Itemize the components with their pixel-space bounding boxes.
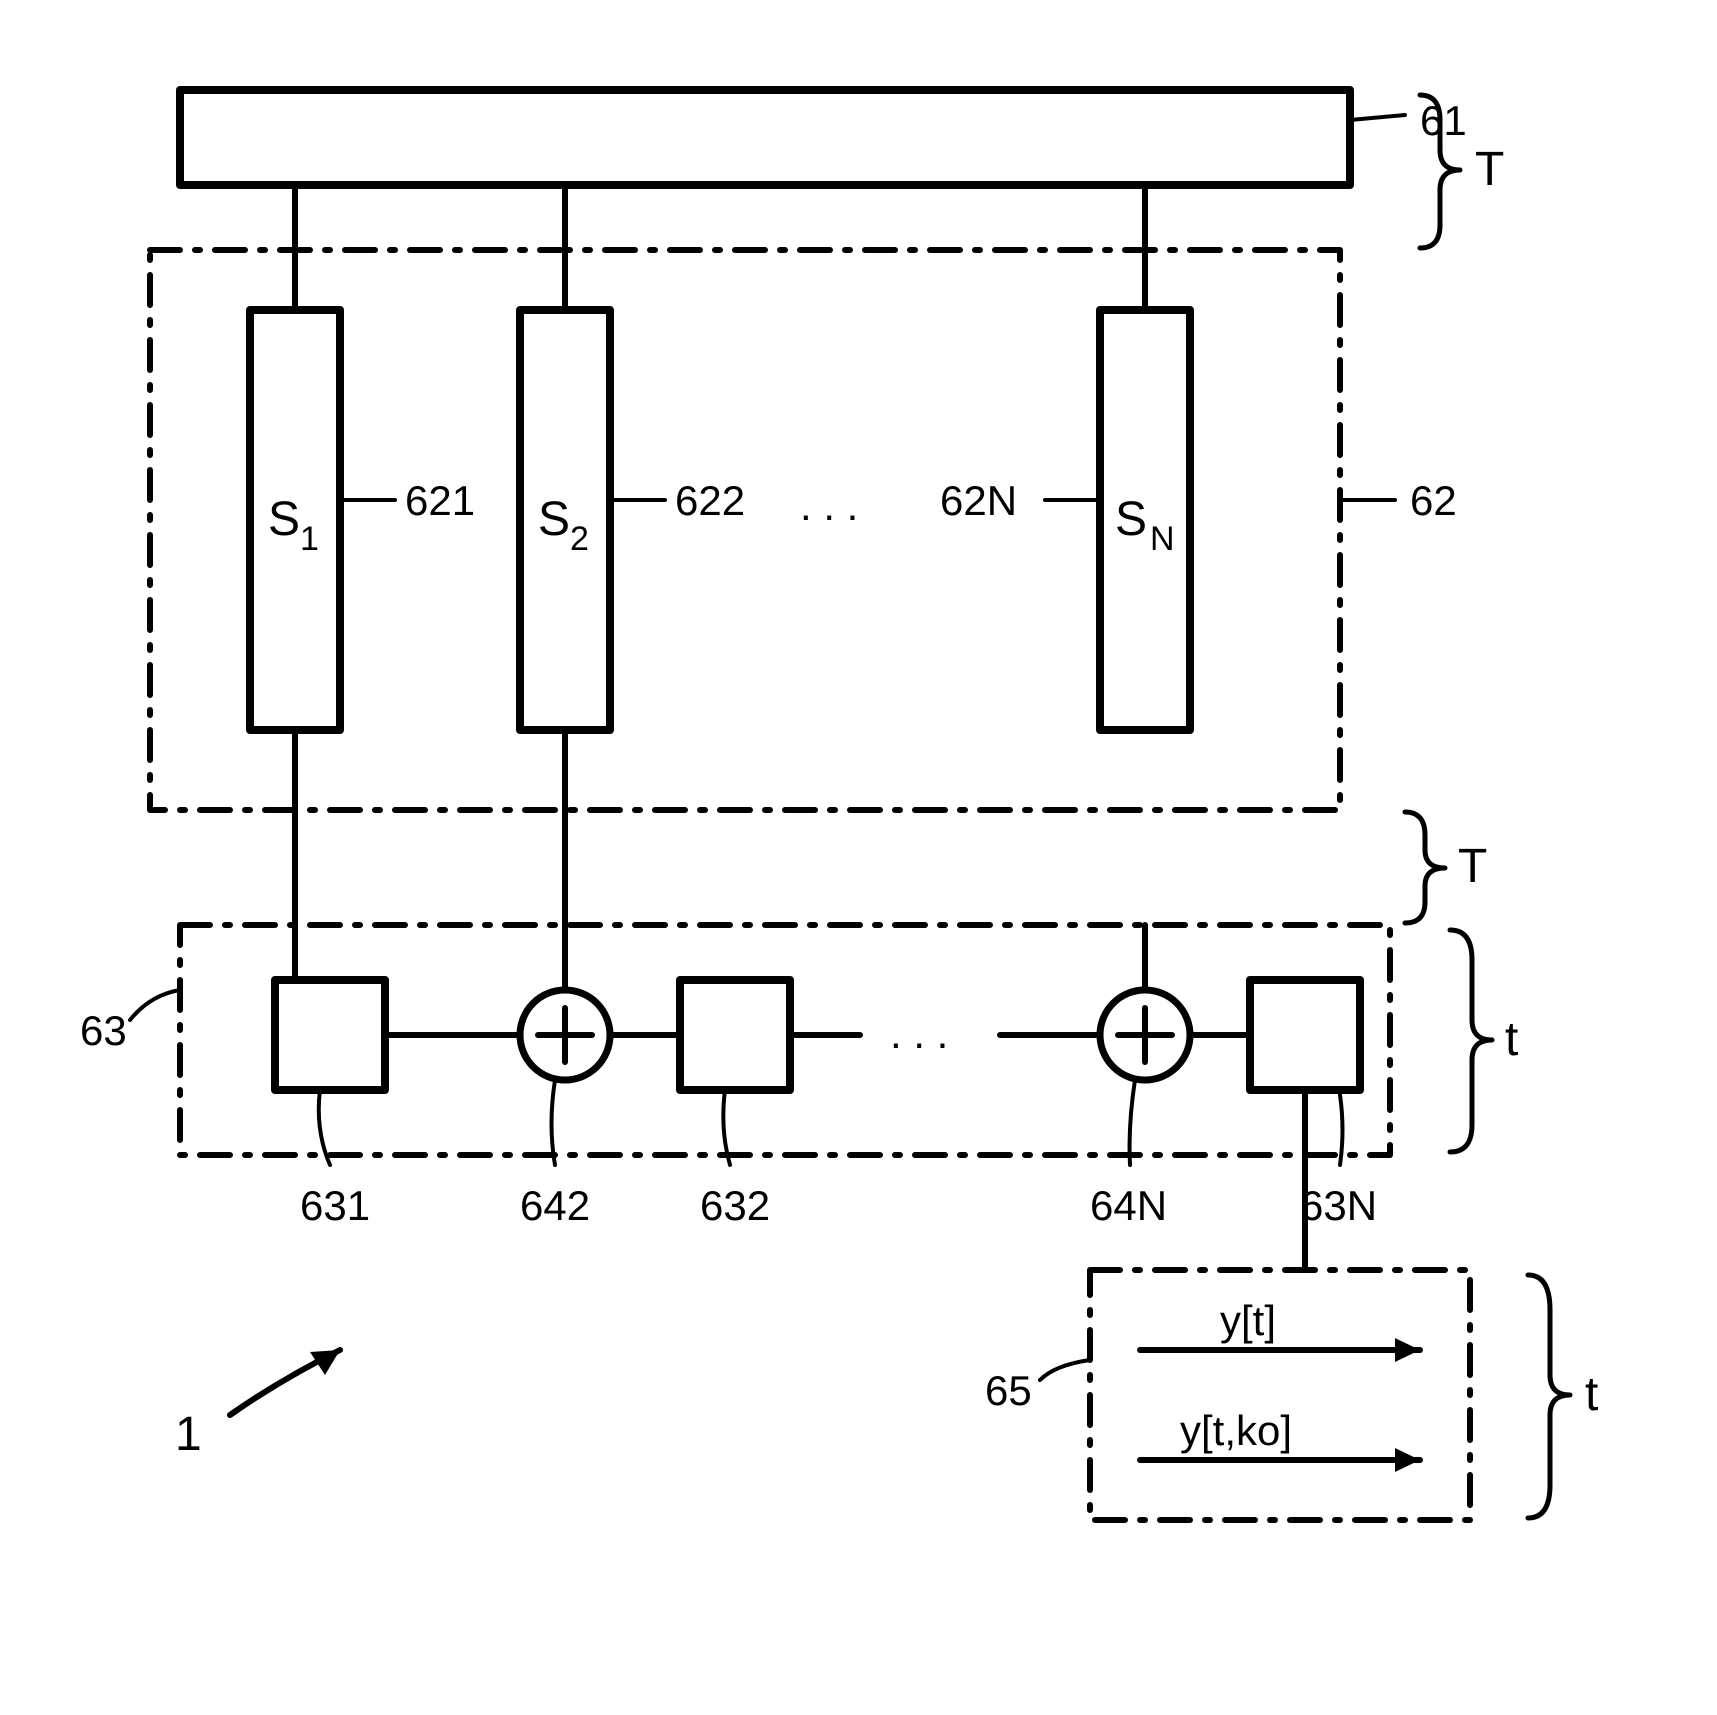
arrow-yt-head [1395, 1338, 1420, 1362]
leader-63N [1340, 1095, 1343, 1165]
corrected-row: . . . [255, 925, 1360, 1270]
label-s2-sub: 2 [570, 520, 589, 558]
leader-61 [1350, 115, 1405, 120]
label-65: 65 [985, 1367, 1032, 1414]
label-62: 62 [1410, 477, 1457, 524]
label-t-lower: t [1585, 1368, 1598, 1421]
label-s1-sub: 1 [300, 520, 319, 558]
label-61: 61 [1420, 97, 1467, 144]
leader-63 [130, 990, 180, 1020]
label-62N: 62N [940, 477, 1017, 524]
leader-65 [1040, 1360, 1090, 1380]
label-64N: 64N [1090, 1182, 1167, 1229]
label-T-upper: T [1475, 143, 1504, 196]
label-63N: 63N [1300, 1182, 1377, 1229]
leader-642 [552, 1080, 556, 1165]
label-632: 632 [700, 1182, 770, 1229]
label-sN-sub: N [1150, 520, 1175, 558]
box-61 [180, 90, 1350, 185]
bracket-t-mid [1450, 930, 1492, 1152]
label-yt: y[t] [1220, 1297, 1276, 1344]
label-631: 631 [300, 1182, 370, 1229]
ellipsis-s: . . . [800, 482, 858, 529]
label-t-mid: t [1505, 1013, 1518, 1066]
bracket-t-lower [1528, 1275, 1570, 1518]
label-622: 622 [675, 477, 745, 524]
diagram-root: 61 S 1 S 2 S N 621 622 . . . 62N 62 [0, 20, 1717, 1695]
label-ytko: y[t,ko] [1180, 1407, 1292, 1454]
label-T-mid: T [1458, 840, 1487, 893]
bracket-T-mid [1405, 812, 1445, 923]
label-s1-s: S [268, 493, 300, 546]
label-642: 642 [520, 1182, 590, 1229]
svg-text:. . .: . . . [890, 1010, 948, 1057]
arrow-ytko-head [1395, 1448, 1420, 1472]
label-621: 621 [405, 477, 475, 524]
diagram-svg: 61 S 1 S 2 S N 621 622 . . . 62N 62 [0, 20, 1717, 1690]
label-s2-s: S [538, 493, 570, 546]
label-63: 63 [80, 1007, 127, 1054]
group-65 [1090, 1270, 1470, 1520]
label-sN-s: S [1115, 493, 1147, 546]
label-fig-1: 1 [175, 1408, 202, 1461]
